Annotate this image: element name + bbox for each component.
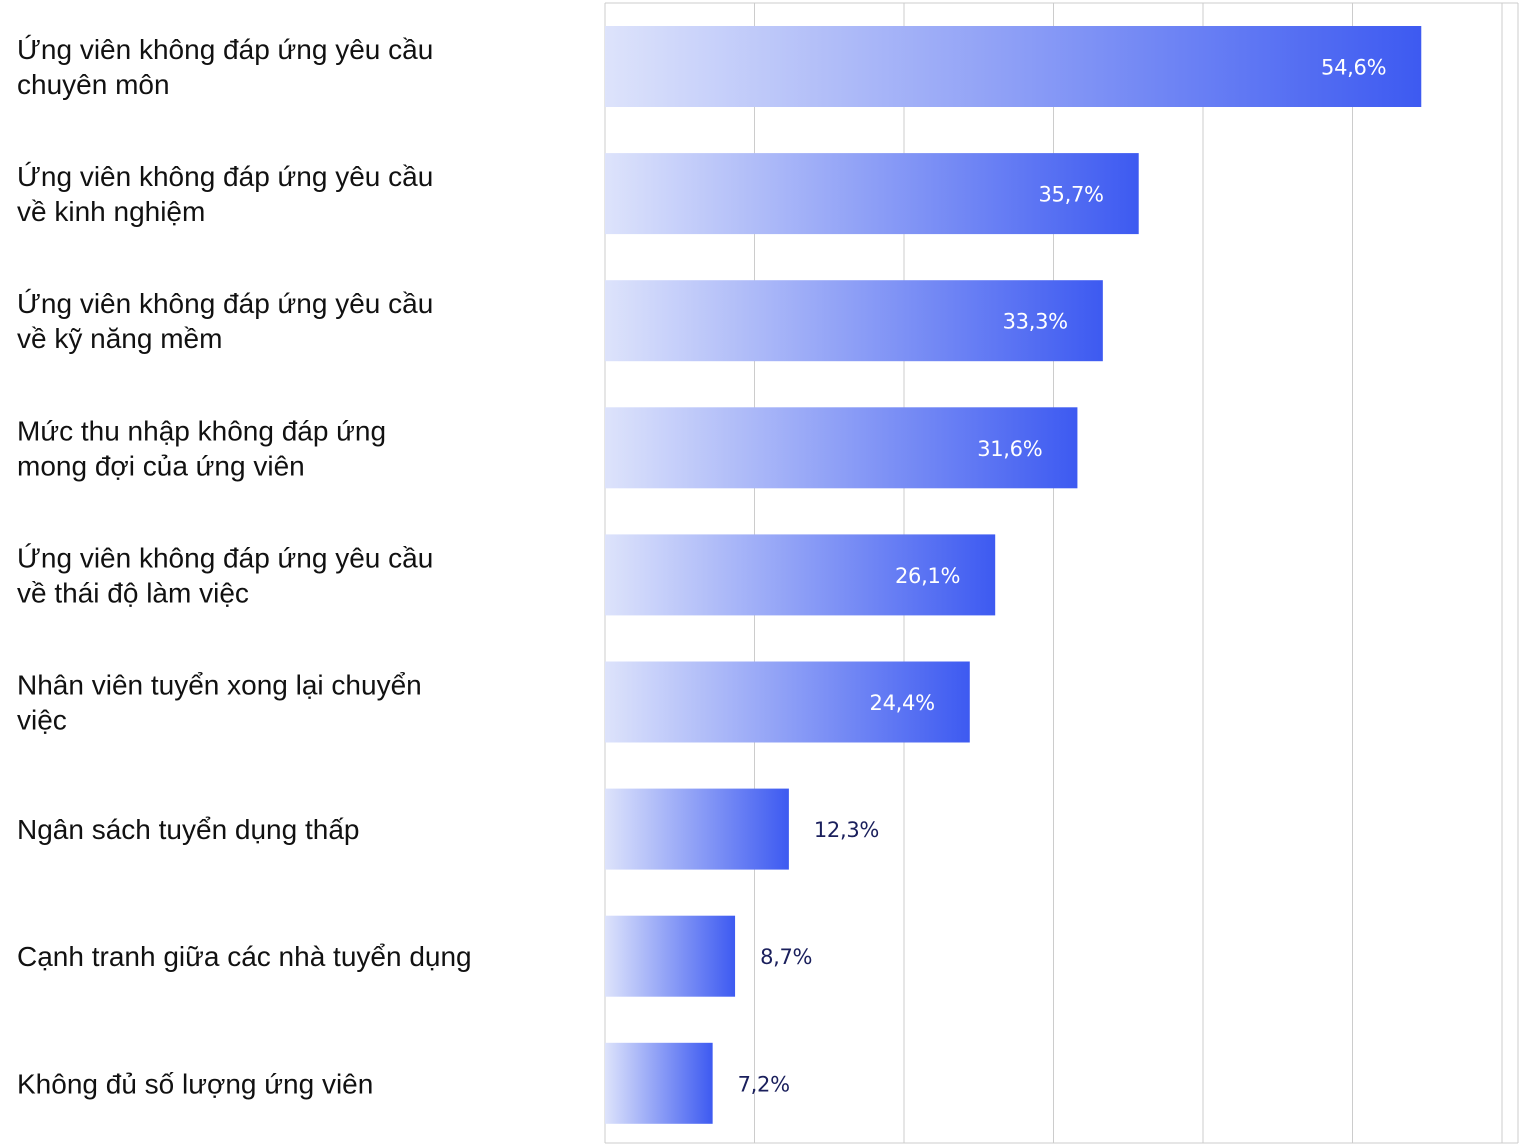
bar-value-label: 54,6% — [1321, 56, 1386, 80]
bar-value-label: 26,1% — [895, 564, 960, 588]
bar-value-label: 31,6% — [977, 437, 1042, 461]
category-label: việc — [17, 705, 67, 736]
category-label: Cạnh tranh giữa các nhà tuyển dụng — [17, 941, 472, 972]
category-label: Không đủ số lượng ứng viên — [17, 1068, 373, 1099]
category-label: Ứng viên không đáp ứng yêu cầu — [17, 542, 433, 573]
category-label: Ứng viên không đáp ứng yêu cầu — [17, 288, 433, 319]
bar-value-label: 12,3% — [814, 818, 879, 842]
bar — [605, 407, 1078, 489]
bar — [605, 915, 736, 997]
category-label: về thái độ làm việc — [17, 577, 249, 608]
bar — [605, 788, 789, 870]
category-labels: Ứng viên không đáp ứng yêu cầu chuyên môn… — [17, 34, 472, 1099]
category-label: Ứng viên không đáp ứng yêu cầu — [17, 34, 433, 65]
bar — [605, 153, 1139, 235]
bar — [605, 661, 970, 743]
bar-value-label: 7,2% — [738, 1072, 790, 1096]
bar-value-label: 24,4% — [870, 691, 935, 715]
bars: 54,6% 35,7% 33,3% 31,6% 26,1% 24,4% 12,3% 8,7% 7… — [605, 26, 1422, 1124]
category-label: Ứng viên không đáp ứng yêu cầu — [17, 161, 433, 192]
bar — [605, 280, 1103, 362]
category-label: Ngân sách tuyển dụng thấp — [17, 814, 359, 845]
bar-value-label: 35,7% — [1038, 183, 1103, 207]
category-label: về kinh nghiệm — [17, 196, 205, 227]
category-label: chuyên môn — [17, 69, 170, 100]
bar — [605, 26, 1422, 107]
bar-value-label: 33,3% — [1003, 310, 1068, 334]
bar — [605, 1042, 713, 1124]
category-label: mong đợi của ứng viên — [17, 450, 305, 481]
category-label: Nhân viên tuyển xong lại chuyển — [17, 670, 422, 701]
category-label: Mức thu nhập không đáp ứng — [17, 415, 386, 446]
bar — [605, 534, 996, 616]
bar-value-label: 8,7% — [760, 945, 812, 969]
category-label: về kỹ năng mềm — [17, 323, 222, 354]
